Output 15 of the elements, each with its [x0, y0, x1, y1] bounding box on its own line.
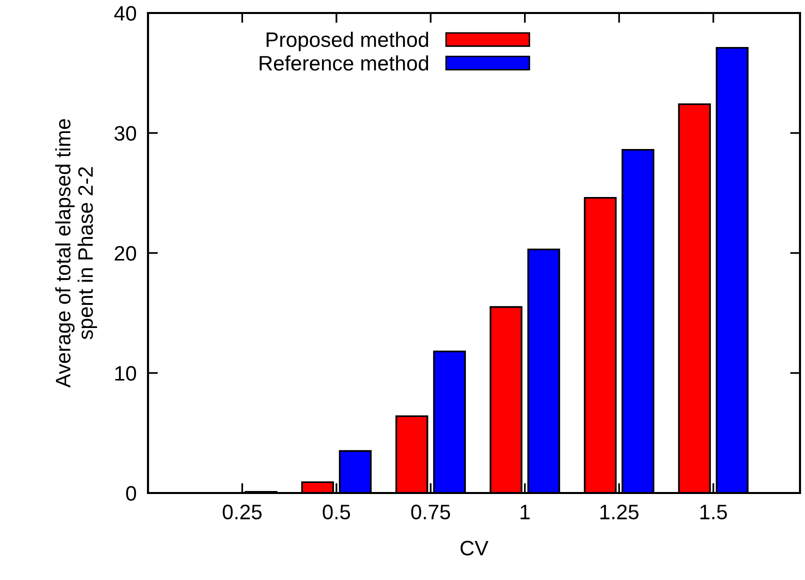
y-tick-label: 10: [115, 366, 136, 381]
x-tick-label: 1.25: [600, 504, 638, 520]
x-tick-label: 0.5: [322, 504, 350, 520]
x-axis-title: CV: [460, 540, 488, 556]
y-tick-label: 40: [114, 6, 136, 21]
x-tick-label: 0.75: [411, 504, 450, 520]
x-tick-label: 1: [520, 504, 530, 520]
x-tick-label: 1.5: [700, 504, 727, 520]
x-tick-label: 0.25: [222, 504, 262, 520]
y-tick-label: 0: [126, 486, 136, 501]
y-tick-label: 20: [114, 246, 136, 261]
legend-label: Proposed method: [266, 32, 428, 52]
legend-label: Reference method: [260, 55, 428, 71]
y-axis-title: Average of total elapsed time spent in Phase 2-2: [55, 119, 98, 388]
y-tick-label: 30: [114, 126, 136, 141]
